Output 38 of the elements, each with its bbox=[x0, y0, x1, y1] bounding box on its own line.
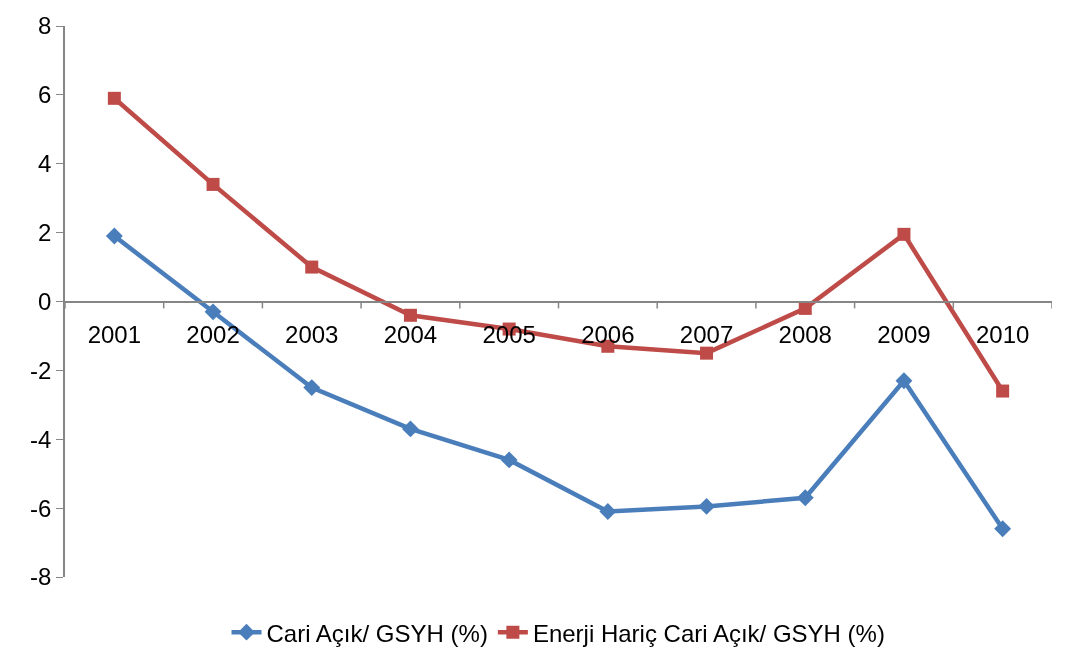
point bbox=[303, 379, 321, 397]
y-tick-label: 0 bbox=[38, 287, 52, 315]
y-tick-label: 2 bbox=[38, 219, 52, 247]
x-tick-label: 2004 bbox=[383, 321, 438, 349]
point bbox=[403, 308, 417, 322]
point bbox=[105, 227, 123, 245]
y-tick-label: -6 bbox=[30, 494, 52, 522]
point bbox=[698, 497, 715, 515]
point bbox=[107, 91, 121, 105]
point bbox=[204, 303, 222, 321]
point bbox=[206, 177, 220, 191]
x-tick-label: 2008 bbox=[778, 321, 832, 349]
y-tick-label: 6 bbox=[38, 81, 52, 109]
x-tick-label: 2009 bbox=[877, 321, 931, 349]
x-tick-label: 2002 bbox=[186, 321, 240, 349]
point bbox=[994, 520, 1012, 538]
y-tick-label: -8 bbox=[30, 563, 52, 591]
point bbox=[402, 420, 419, 438]
y-tick-label: -2 bbox=[30, 356, 52, 384]
legend-label: Enerji Hariç Cari Açık/ GSYH (%) bbox=[532, 619, 885, 647]
x-tick-label: 2001 bbox=[87, 321, 142, 349]
point bbox=[796, 489, 814, 507]
y-tick-label: 8 bbox=[38, 12, 52, 40]
x-tick-label: 2003 bbox=[285, 321, 339, 349]
point bbox=[700, 346, 714, 360]
point bbox=[895, 372, 913, 390]
x-tick-label: 2007 bbox=[679, 321, 734, 349]
point bbox=[798, 301, 812, 315]
point bbox=[599, 503, 617, 521]
x-tick-label: 2006 bbox=[581, 321, 635, 349]
point bbox=[500, 451, 518, 469]
point bbox=[305, 260, 319, 274]
y-tick-label: -4 bbox=[30, 425, 52, 453]
point bbox=[897, 227, 911, 241]
y-tick-label: 4 bbox=[38, 150, 52, 178]
point bbox=[996, 384, 1010, 398]
legend-label: Cari Açık/ GSYH (%) bbox=[266, 619, 488, 647]
x-tick-label: 2010 bbox=[975, 321, 1030, 349]
